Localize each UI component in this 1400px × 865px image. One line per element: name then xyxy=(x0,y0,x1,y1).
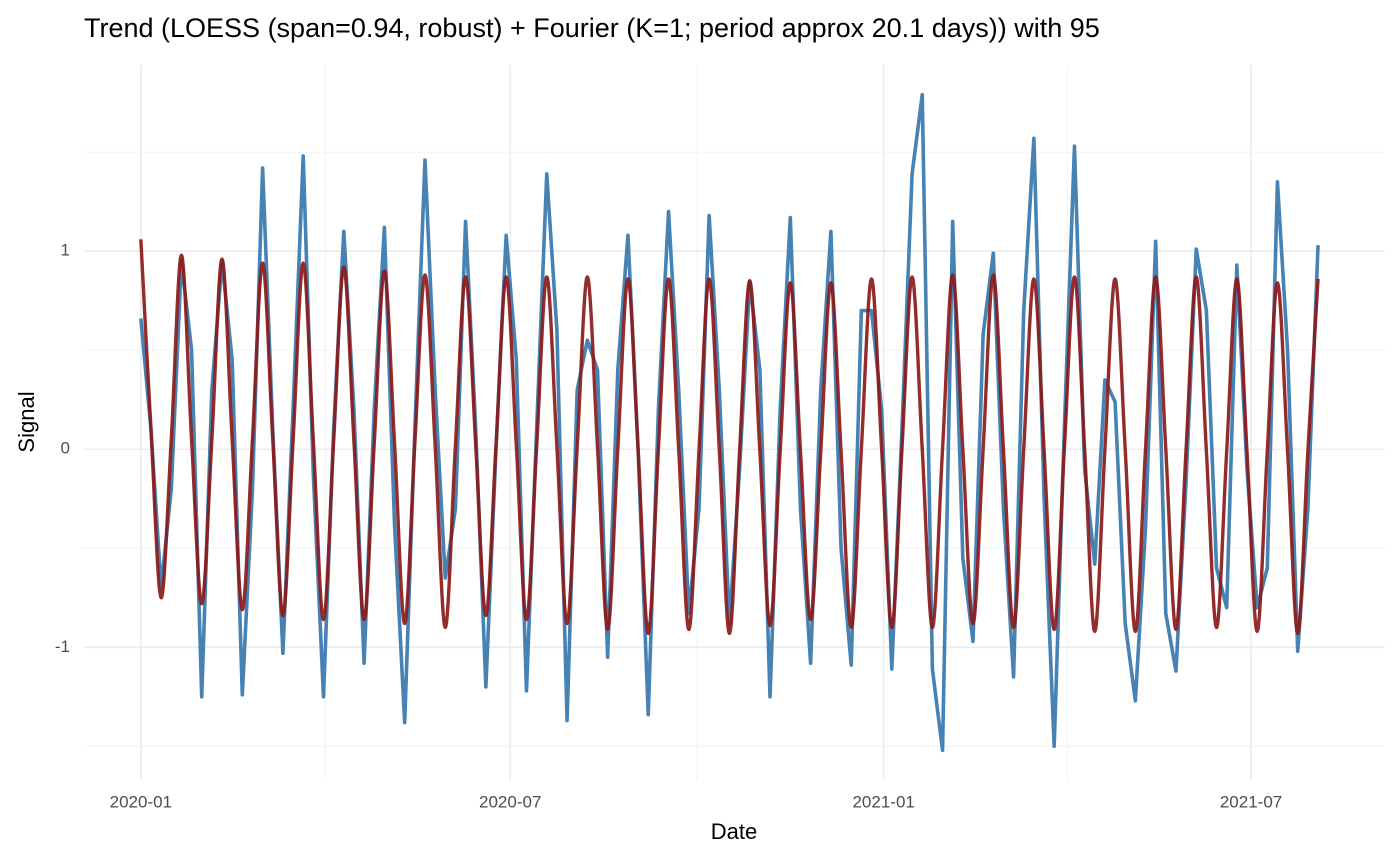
y-tick-label: 1 xyxy=(61,241,70,260)
plot xyxy=(139,92,1320,753)
x-tick-label: 2020-07 xyxy=(479,792,541,811)
x-tick-label: 2021-01 xyxy=(852,792,914,811)
chart-title: Trend (LOESS (span=0.94, robust) + Fouri… xyxy=(84,13,1100,43)
y-tick-label: -1 xyxy=(55,637,70,656)
signal-line xyxy=(139,92,1320,753)
x-axis-title: Date xyxy=(711,819,757,844)
x-tick-label: 2021-07 xyxy=(1220,792,1282,811)
y-tick-label: 0 xyxy=(61,439,70,458)
x-tick-label: 2020-01 xyxy=(110,792,172,811)
trend-line xyxy=(139,239,1320,636)
y-axis-title: Signal xyxy=(14,391,39,452)
